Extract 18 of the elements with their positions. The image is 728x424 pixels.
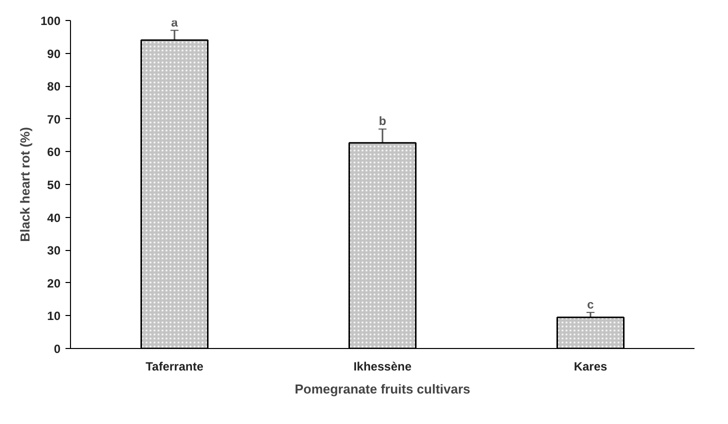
x-tick-label: Ikhessène <box>353 360 412 374</box>
y-tick-label: 60 <box>47 145 61 160</box>
annotation: c <box>587 297 594 312</box>
y-tick-label: 50 <box>47 178 61 192</box>
annotation: b <box>378 114 386 128</box>
y-tick-label: 30 <box>47 244 61 258</box>
x-tick-label: Kares <box>574 360 608 374</box>
y-tick-label: 70 <box>47 112 61 126</box>
y-tick-label: 40 <box>47 210 61 225</box>
y-tick-label: 100 <box>40 14 61 28</box>
y-tick-label: 80 <box>47 80 61 94</box>
y-tick-label: 0 <box>54 342 61 356</box>
y-tick-label: 20 <box>47 276 61 290</box>
y-axis-title: Black heart rot (%) <box>17 127 32 242</box>
x-axis-title: Pomegranate fruits cultivars <box>294 382 470 396</box>
y-tick-label: 90 <box>47 46 61 61</box>
x-tick-label: Taferrante <box>146 360 204 374</box>
y-tick-label: 10 <box>47 309 61 324</box>
